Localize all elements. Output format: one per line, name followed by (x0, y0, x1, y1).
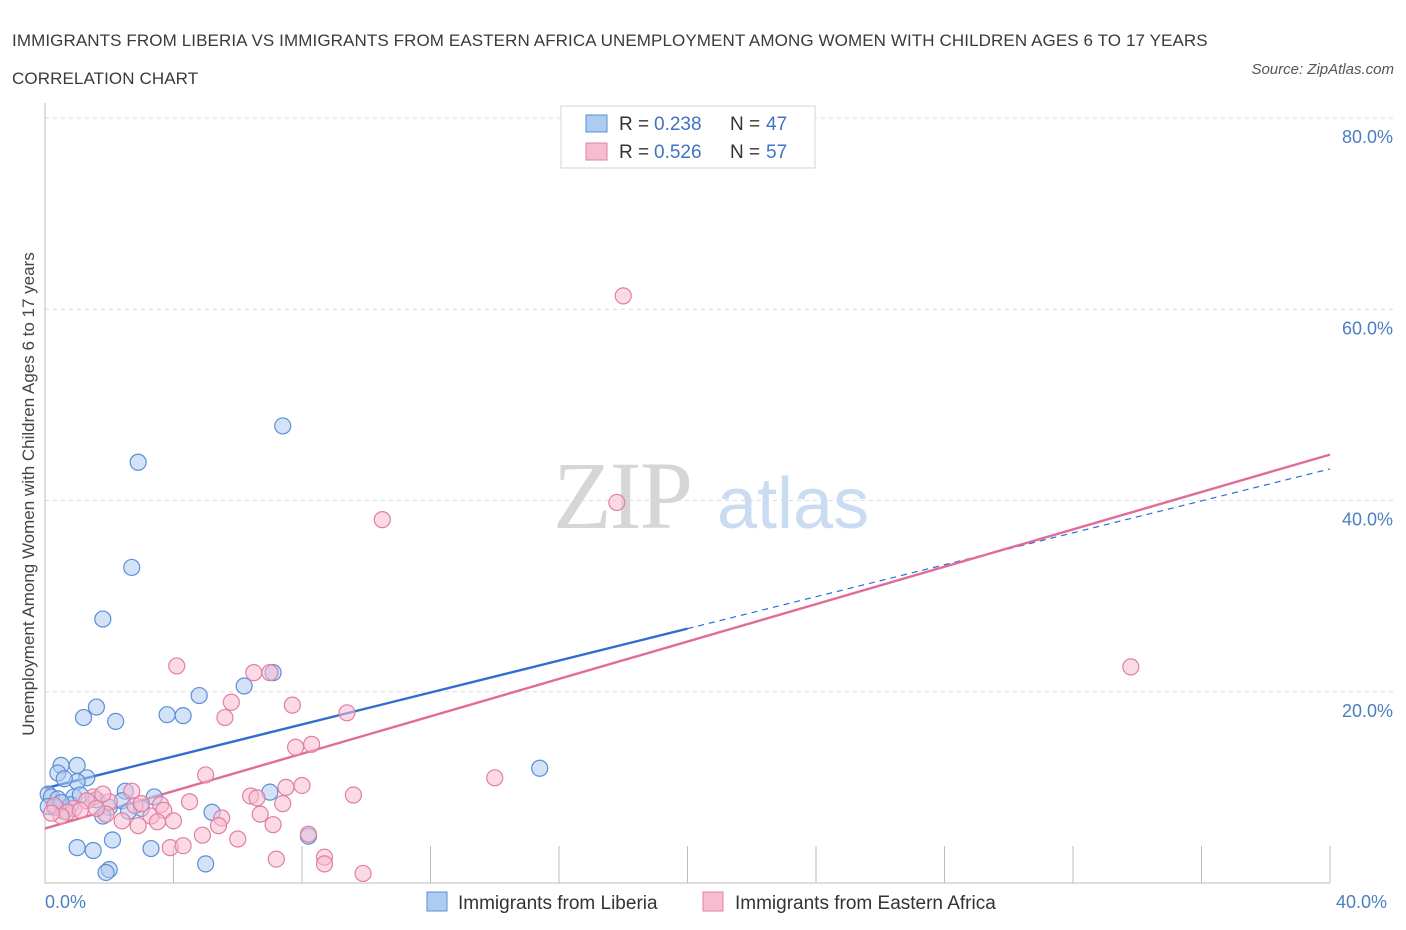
watermark-zip: ZIP (553, 442, 691, 549)
data-point-eafrica (315, 855, 334, 873)
data-point-eafrica (267, 850, 285, 868)
data-point-eafrica (614, 287, 632, 305)
data-point-eafrica (261, 664, 279, 682)
data-point-eafrica (148, 813, 167, 831)
data-point-liberia (84, 841, 102, 860)
y-tick-label: 20.0% (1342, 701, 1393, 721)
data-point-eafrica (293, 776, 311, 795)
data-point-liberia (74, 708, 93, 727)
data-point-eafrica (216, 708, 234, 727)
data-point-liberia (197, 855, 215, 873)
legend-box: R = 0.238 N = 47 R = 0.526 N = 57 (560, 105, 816, 169)
watermark-atlas: atlas (717, 464, 869, 544)
data-point-eafrica (129, 817, 147, 835)
data-point-liberia (103, 831, 122, 849)
bottom-legend-swatch-eafrica (702, 891, 724, 912)
data-point-liberia (94, 610, 112, 628)
trend-line-eafrica (44, 453, 1331, 830)
data-point-eafrica (113, 812, 131, 830)
x-tick-label-max: 40.0% (1336, 892, 1387, 912)
data-point-eafrica (245, 664, 263, 682)
data-point-eafrica (608, 493, 626, 512)
bottom-legend-label-liberia: Immigrants from Liberia (458, 893, 658, 914)
data-point-eafrica (132, 795, 150, 813)
bottom-legend-swatch-liberia (426, 891, 448, 912)
y-tick-label: 60.0% (1342, 318, 1393, 338)
data-point-eafrica (94, 785, 112, 803)
data-point-liberia (274, 417, 292, 435)
bottom-legend-label-eafrica: Immigrants from Eastern Africa (735, 893, 996, 914)
legend-swatch-eafrica (585, 142, 608, 161)
legend-r-label-liberia: R = (619, 114, 649, 135)
watermark: ZIP atlas (553, 442, 869, 549)
legend-n-value-liberia: 47 (766, 114, 787, 135)
data-point-liberia (68, 839, 86, 857)
data-point-eafrica (264, 816, 282, 834)
legend-n-label-liberia: N = (730, 114, 760, 135)
trend-line-liberia (44, 627, 688, 790)
data-point-eafrica (286, 738, 305, 756)
data-point-eafrica (1122, 658, 1140, 676)
data-point-eafrica (373, 511, 391, 529)
data-point-eafrica (222, 693, 240, 711)
data-point-liberia (97, 863, 115, 882)
y-tick-label: 80.0% (1342, 127, 1393, 147)
data-point-eafrica (229, 830, 247, 848)
data-point-liberia (190, 686, 208, 705)
data-points (39, 287, 1140, 883)
data-point-eafrica (42, 804, 61, 822)
data-point-eafrica (338, 704, 356, 722)
data-point-liberia (55, 770, 73, 788)
data-point-eafrica (180, 793, 199, 811)
data-point-liberia (142, 839, 160, 858)
x-tick-marks (173, 846, 1331, 883)
legend-swatch-liberia (585, 114, 608, 133)
data-point-eafrica (274, 795, 292, 813)
data-point-eafrica (354, 864, 372, 883)
data-point-eafrica (87, 799, 106, 818)
data-point-eafrica (283, 696, 301, 714)
data-point-eafrica (197, 766, 215, 784)
trend-lines (44, 453, 1331, 830)
data-point-liberia (235, 677, 253, 695)
y-tick-labels: 80.0% 60.0% 40.0% 20.0% (1342, 127, 1393, 721)
data-point-eafrica (344, 786, 362, 804)
data-point-liberia (174, 707, 192, 725)
y-axis-label: Unemployment Among Women with Children A… (19, 252, 38, 736)
data-point-eafrica (486, 769, 504, 787)
y-tick-label: 40.0% (1342, 510, 1393, 530)
data-point-eafrica (209, 817, 228, 835)
data-point-eafrica (168, 657, 186, 675)
data-point-eafrica (299, 825, 318, 843)
data-point-eafrica (248, 789, 266, 807)
data-point-liberia (129, 453, 147, 471)
data-point-liberia (158, 706, 176, 724)
data-point-eafrica (277, 778, 295, 796)
data-point-eafrica (71, 801, 89, 819)
data-point-eafrica (174, 837, 192, 855)
data-point-eafrica (251, 805, 269, 823)
data-point-eafrica (193, 826, 212, 844)
legend-n-value-eafrica: 57 (766, 142, 787, 163)
legend-r-value-liberia: 0.238 (654, 114, 702, 135)
legend-n-label-eafrica: N = (730, 142, 760, 163)
x-tick-label-min: 0.0% (45, 892, 86, 912)
data-point-eafrica (164, 812, 183, 830)
data-point-eafrica (303, 735, 321, 753)
data-point-liberia (107, 712, 125, 730)
gridlines (45, 117, 1395, 693)
legend-r-label-eafrica: R = (619, 142, 649, 163)
chart-title: IMMIGRANTS FROM LIBERIA VS IMMIGRANTS FR… (12, 31, 1208, 88)
data-point-liberia (531, 759, 549, 777)
bottom-legend: Immigrants from Liberia Immigrants from … (426, 891, 996, 914)
source-label: Source: ZipAtlas.com (1251, 61, 1394, 78)
data-point-liberia (123, 558, 141, 577)
data-point-liberia (87, 698, 106, 716)
legend-r-value-eafrica: 0.526 (654, 142, 702, 163)
